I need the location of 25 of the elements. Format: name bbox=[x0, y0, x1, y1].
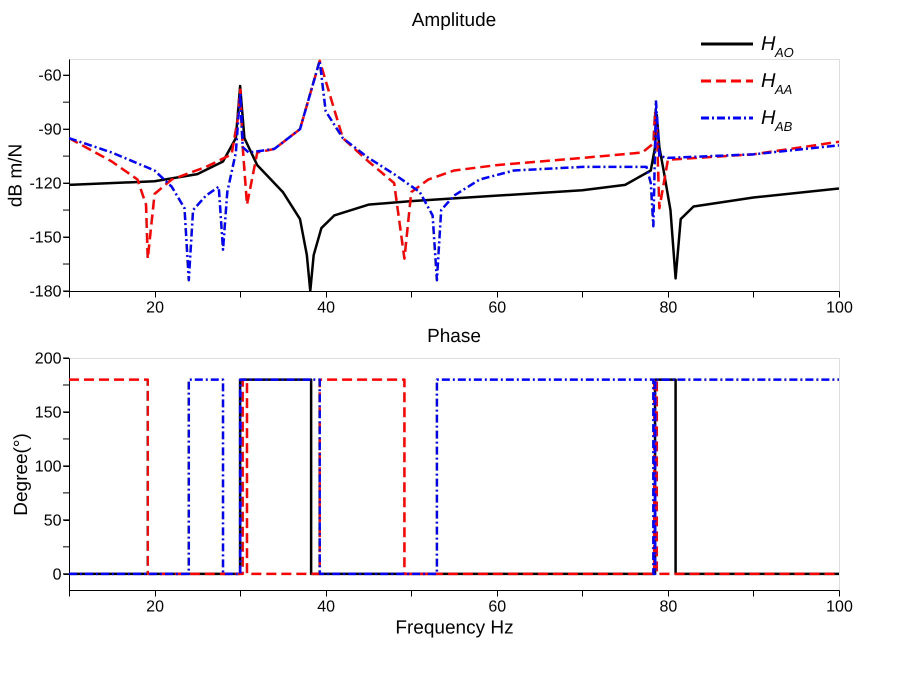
x-tick-label: 40 bbox=[317, 300, 336, 316]
y-axis-title: Degree(°) bbox=[10, 433, 32, 516]
y-axis-title: dB m/N bbox=[5, 144, 26, 208]
y-tick-label: 150 bbox=[34, 404, 62, 422]
y-tick-label: 100 bbox=[34, 458, 62, 476]
x-tick-label: 100 bbox=[826, 300, 853, 316]
x-tick-label: 60 bbox=[488, 300, 506, 316]
y-tick-label: -90 bbox=[38, 122, 62, 139]
x-tick-label: 60 bbox=[488, 598, 506, 616]
x-tick-label: 80 bbox=[659, 598, 678, 616]
chart-title: Phase bbox=[427, 326, 481, 347]
y-tick-label: -60 bbox=[38, 68, 62, 85]
x-tick-label: 20 bbox=[146, 300, 164, 316]
chart-title: Amplitude bbox=[412, 10, 496, 31]
y-tick-label: 200 bbox=[34, 350, 62, 368]
x-tick-label: 80 bbox=[659, 300, 678, 316]
y-tick-label: -120 bbox=[29, 176, 62, 193]
x-tick-label: 40 bbox=[317, 598, 336, 616]
y-tick-label: -180 bbox=[29, 284, 62, 300]
x-axis-title: Frequency Hz bbox=[395, 618, 514, 638]
x-tick-label: 100 bbox=[826, 598, 853, 616]
y-tick-label: 0 bbox=[52, 566, 62, 584]
x-tick-label: 20 bbox=[146, 598, 164, 616]
y-tick-label: -150 bbox=[29, 230, 62, 247]
y-tick-label: 50 bbox=[44, 512, 62, 530]
